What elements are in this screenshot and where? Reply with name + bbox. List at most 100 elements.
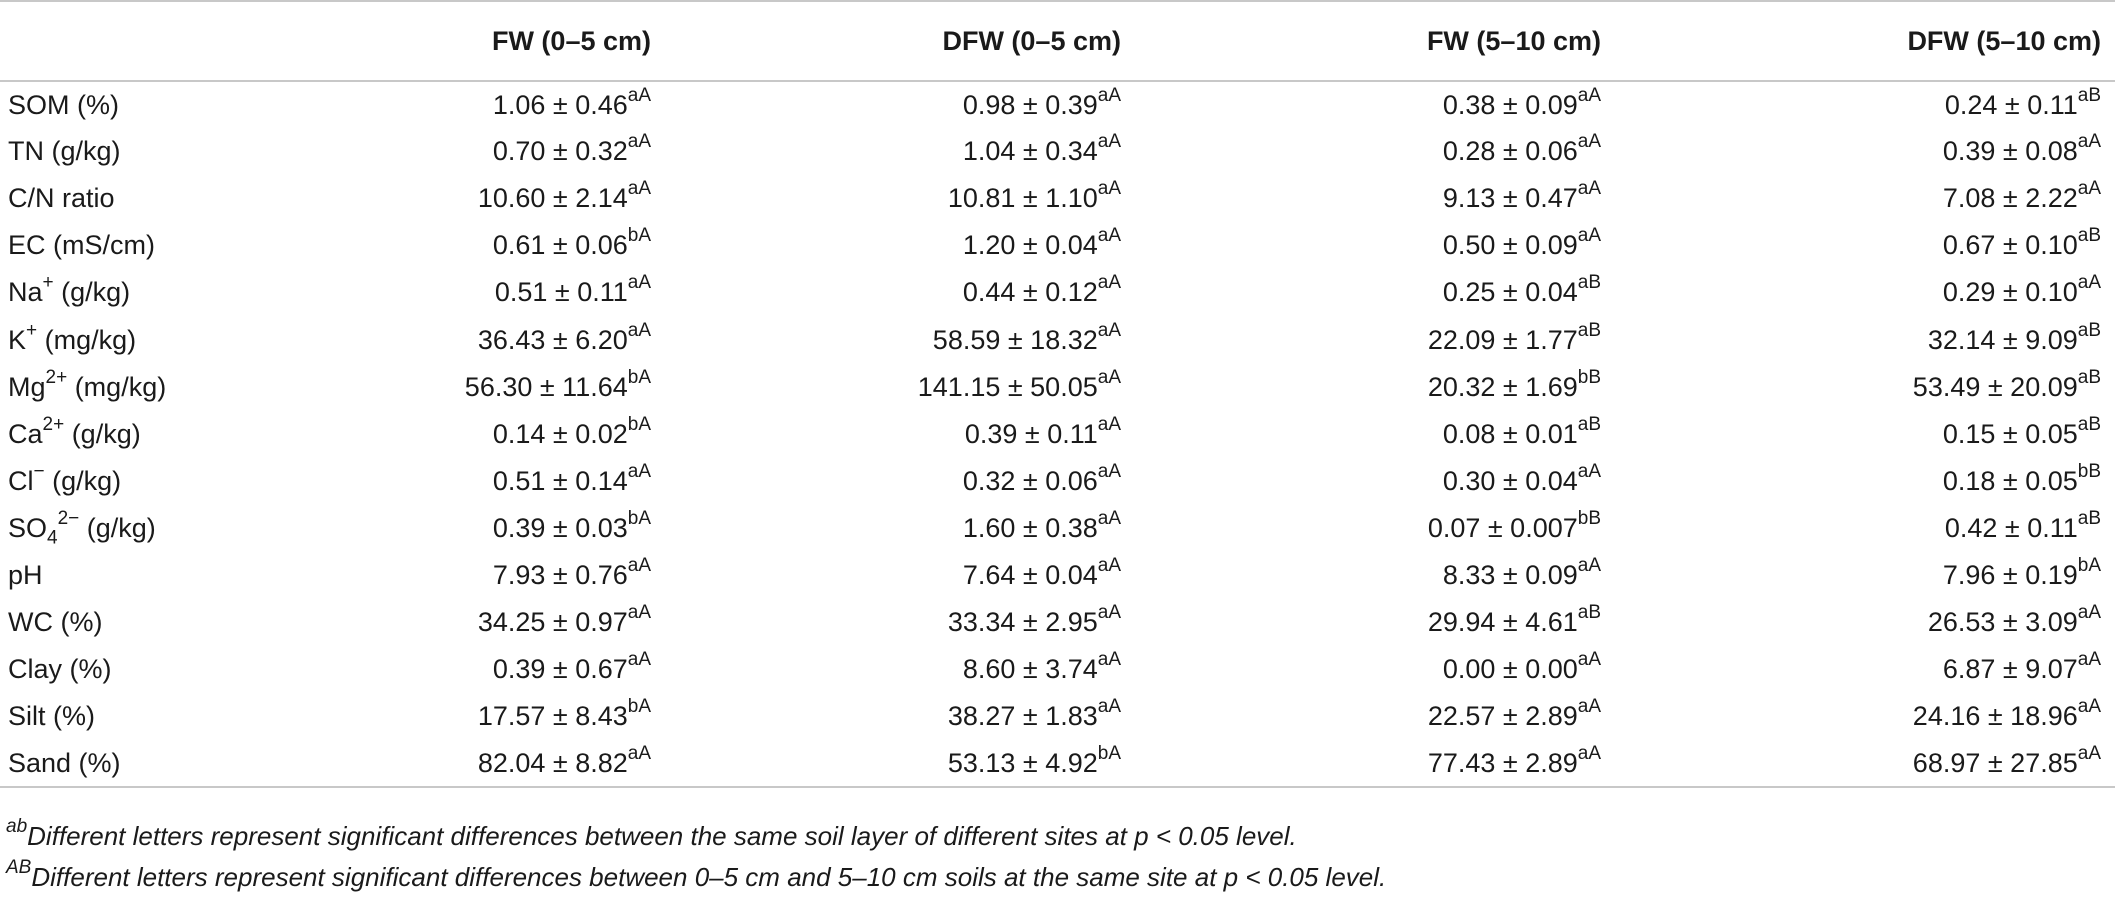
cell-value: 0.61 ± 0.06 [492,230,628,261]
footnote-text: Different letters represent significant … [27,821,1297,851]
table-cell: 0.15 ± 0.05aB [1615,411,2115,458]
table-row: Mg2+ (mg/kg) 56.30 ± 11.64bA 141.15 ± 50.0… [0,364,2115,411]
cell-significance-letters: aA [627,460,651,482]
table-cell: 0.38 ± 0.09aA [1135,81,1615,128]
row-label-superscript: + [42,272,54,294]
header-cell-fw-5-10: FW (5–10 cm) [1135,0,1615,82]
table-cell: 9.13 ± 0.47aA [1135,175,1615,222]
cell-significance-letters: aA [627,131,651,153]
row-label-text: pH [8,559,43,590]
table-row: SO42− (g/kg) 0.39 ± 0.03bA 1.60 ± 0.38aA 0.… [0,505,2115,552]
row-label: Na+ (g/kg) [0,269,330,316]
cell-value: 58.59 ± 18.32 [932,324,1098,355]
header-cell-blank [0,0,330,82]
table-cell: 0.51 ± 0.11aA [330,269,665,316]
table-cell: 24.16 ± 18.96aA [1615,693,2115,740]
table-cell: 0.67 ± 0.10aB [1615,222,2115,269]
table-cell: 1.06 ± 0.46aA [330,81,665,128]
cell-significance-letters: aA [1097,649,1121,671]
cell-value: 0.44 ± 0.12 [962,277,1098,308]
row-label-unit: (g/kg) [79,512,156,543]
cell-value: 0.70 ± 0.32 [492,136,628,167]
row-label-superscript: − [33,460,45,482]
header-cell-dfw-5-10: DFW (5–10 cm) [1615,0,2115,82]
table-cell: 29.94 ± 4.61aB [1135,599,1615,646]
cell-significance-letters: aA [627,742,651,764]
table-cell: 1.20 ± 0.04aA [665,222,1135,269]
table-row: TN (g/kg) 0.70 ± 0.32aA 1.04 ± 0.34aA 0.28 … [0,128,2115,175]
cell-significance-letters: bB [1577,366,1601,388]
table-row: WC (%) 34.25 ± 0.97aA 33.34 ± 2.95aA 29.94 … [0,599,2115,646]
cell-value: 141.15 ± 50.05 [917,371,1098,402]
row-label-unit: (g/kg) [64,418,141,449]
cell-value: 7.96 ± 0.19 [1942,559,2078,590]
table-cell: 0.30 ± 0.04aA [1135,458,1615,505]
cell-value: 0.30 ± 0.04 [1442,465,1578,496]
row-label: C/N ratio [0,175,330,222]
cell-significance-letters: aA [2077,742,2101,764]
table-cell: 0.70 ± 0.32aA [330,128,665,175]
cell-value: 1.60 ± 0.38 [962,512,1098,543]
cell-value: 0.51 ± 0.14 [492,465,628,496]
cell-value: 0.29 ± 0.10 [1942,277,2078,308]
cell-value: 1.06 ± 0.46 [492,89,628,120]
table-cell: 34.25 ± 0.97aA [330,599,665,646]
table-cell: 0.32 ± 0.06aA [665,458,1135,505]
cell-significance-letters: bA [1097,742,1121,764]
cell-value: 0.39 ± 0.67 [492,654,628,685]
cell-significance-letters: aA [1577,225,1601,247]
row-label-text: SOM (%) [8,89,119,120]
header-row: FW (0–5 cm) DFW (0–5 cm) FW (5–10 cm) DF… [0,0,2115,82]
row-label-text: Cl [8,465,34,496]
row-label: K+ (mg/kg) [0,316,330,363]
row-label-superscript: + [26,319,38,341]
table-cell: 0.07 ± 0.007bB [1135,505,1615,552]
cell-value: 29.94 ± 4.61 [1427,607,1578,638]
row-label-text: Silt (%) [8,701,95,732]
table-cell: 7.08 ± 2.22aA [1615,175,2115,222]
row-label-unit: (g/kg) [53,277,131,308]
table-cell: 0.61 ± 0.06bA [330,222,665,269]
row-label: SOM (%) [0,81,330,128]
cell-value: 36.43 ± 6.20 [477,324,628,355]
row-label-text: EC (mS/cm) [8,230,155,261]
cell-significance-letters: aB [2077,225,2101,247]
cell-value: 0.24 ± 0.11 [1944,89,2078,120]
cell-significance-letters: aA [2077,131,2101,153]
table-cell: 0.39 ± 0.08aA [1615,128,2115,175]
cell-value: 26.53 ± 3.09 [1927,607,2078,638]
row-label: SO42− (g/kg) [0,505,330,552]
table-cell: 58.59 ± 18.32aA [665,316,1135,363]
cell-significance-letters: aB [2077,319,2101,341]
table-cell: 0.24 ± 0.11aB [1615,81,2115,128]
table-cell: 7.64 ± 0.04aA [665,552,1135,599]
cell-significance-letters: aA [1097,319,1121,341]
table-body: SOM (%) 1.06 ± 0.46aA 0.98 ± 0.39aA 0.38 ± … [0,81,2115,789]
cell-significance-letters: aA [2077,602,2101,624]
cell-significance-letters: aA [627,84,651,106]
table-cell: 141.15 ± 50.05aA [665,364,1135,411]
table-cell: 0.18 ± 0.05bB [1615,458,2115,505]
table-row: SOM (%) 1.06 ± 0.46aA 0.98 ± 0.39aA 0.38 ± … [0,81,2115,128]
cell-significance-letters: aA [1097,131,1121,153]
cell-significance-letters: aA [1577,742,1601,764]
table-cell: 6.87 ± 9.07aA [1615,646,2115,693]
row-label-text: Clay (%) [8,654,112,685]
table-cell: 0.28 ± 0.06aA [1135,128,1615,175]
cell-significance-letters: aB [2077,413,2101,435]
table-cell: 26.53 ± 3.09aA [1615,599,2115,646]
cell-value: 0.25 ± 0.04 [1442,277,1578,308]
cell-value: 0.38 ± 0.09 [1442,89,1578,120]
row-label-superscript: 2+ [45,366,68,388]
cell-significance-letters: aA [1097,554,1121,576]
cell-value: 10.81 ± 1.10 [947,183,1098,214]
cell-significance-letters: aA [1577,84,1601,106]
row-label: Ca2+ (g/kg) [0,411,330,458]
cell-value: 56.30 ± 11.64 [464,371,628,402]
footnote-ab: abDifferent letters represent significan… [6,816,1386,857]
cell-significance-letters: aA [627,178,651,200]
table-cell: 10.81 ± 1.10aA [665,175,1135,222]
table-cell: 33.34 ± 2.95aA [665,599,1135,646]
cell-significance-letters: aA [1097,507,1121,529]
cell-significance-letters: aA [627,319,651,341]
